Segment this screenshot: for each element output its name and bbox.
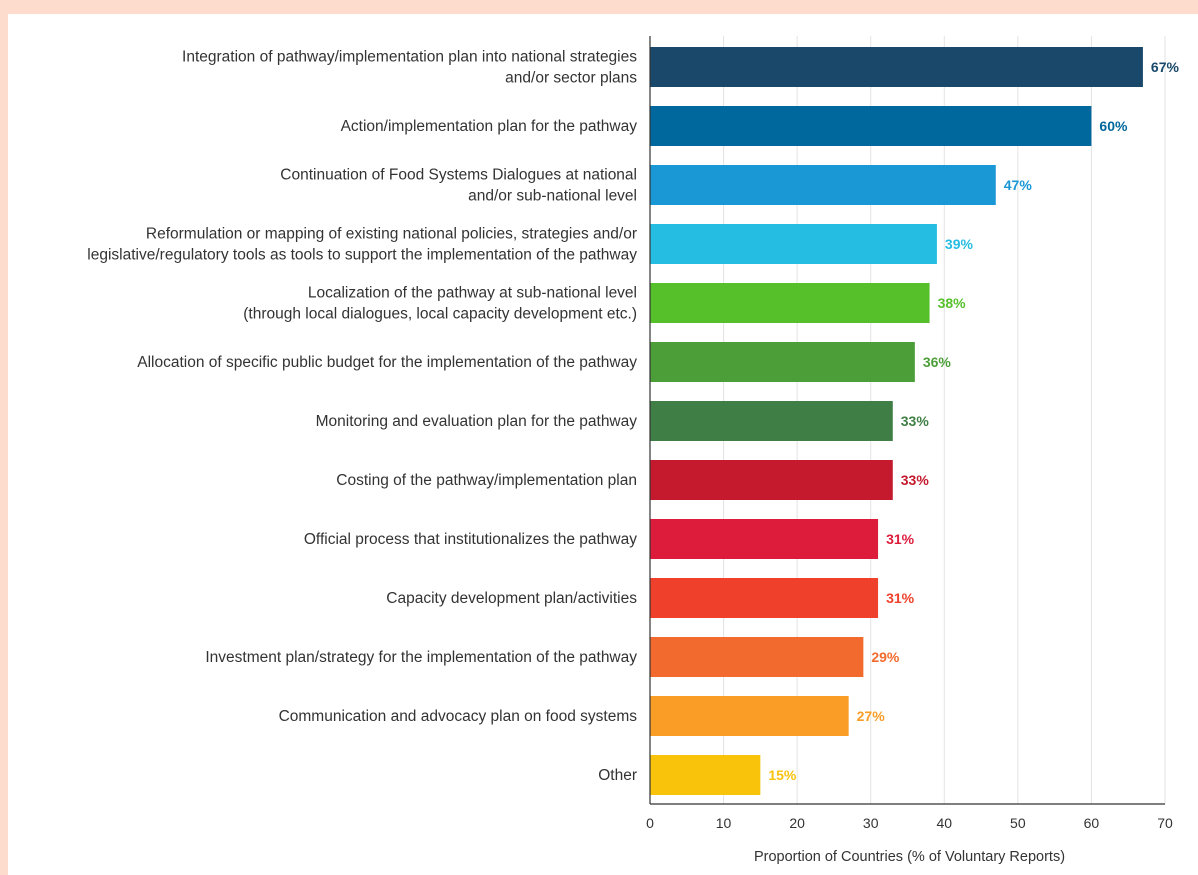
x-tick-label: 50 — [1010, 815, 1026, 831]
category-label: Capacity development plan/activities — [386, 590, 637, 607]
category-label-line: Investment plan/strategy for the impleme… — [205, 649, 637, 666]
chart-panel: Integration of pathway/implementation pl… — [8, 14, 1198, 875]
category-label: Official process that institutionalizes … — [304, 531, 637, 548]
category-label: Allocation of specific public budget for… — [137, 354, 637, 371]
bar — [650, 578, 879, 618]
value-label: 33% — [901, 413, 930, 429]
category-label: Continuation of Food Systems Dialogues a… — [280, 167, 637, 205]
x-tick-label: 20 — [789, 815, 805, 831]
value-label: 39% — [945, 236, 974, 252]
category-labels: Integration of pathway/implementation pl… — [87, 49, 637, 785]
x-tick-label: 40 — [936, 815, 952, 831]
value-label: 31% — [886, 590, 915, 606]
category-label-line: legislative/regulatory tools as tools to… — [87, 247, 637, 264]
bar — [650, 342, 915, 382]
bars — [650, 47, 1143, 795]
bar — [650, 519, 879, 559]
bar — [650, 696, 849, 736]
x-tick-label: 70 — [1157, 815, 1173, 831]
bar — [650, 755, 761, 795]
category-label-line: Continuation of Food Systems Dialogues a… — [280, 167, 637, 184]
category-label: Communication and advocacy plan on food … — [279, 708, 638, 725]
category-label: Integration of pathway/implementation pl… — [182, 49, 637, 87]
axes: 0 10 20 30 40 50 60 70 — [646, 36, 1173, 831]
category-label: Localization of the pathway at sub-natio… — [243, 285, 637, 323]
bar — [650, 165, 996, 205]
category-label-line: and/or sector plans — [505, 70, 637, 87]
category-label-line: Integration of pathway/implementation pl… — [182, 49, 637, 66]
value-label: 33% — [901, 472, 930, 488]
bar-chart: Integration of pathway/implementation pl… — [87, 36, 1179, 865]
category-label-line: Allocation of specific public budget for… — [137, 354, 637, 371]
x-tick-label: 30 — [863, 815, 879, 831]
value-label: 27% — [857, 708, 886, 724]
value-label: 31% — [886, 531, 915, 547]
category-label-line: Capacity development plan/activities — [386, 590, 637, 607]
x-tick-label: 60 — [1084, 815, 1100, 831]
bar — [650, 460, 893, 500]
category-label-line: Reformulation or mapping of existing nat… — [146, 226, 637, 243]
category-label-line: Other — [598, 767, 637, 784]
value-label: 29% — [871, 649, 900, 665]
category-label: Investment plan/strategy for the impleme… — [205, 649, 637, 666]
category-label-line: (through local dialogues, local capacity… — [243, 306, 637, 323]
category-label-line: and/or sub-national level — [468, 188, 637, 205]
value-label: 38% — [938, 295, 967, 311]
category-label-line: Official process that institutionalizes … — [304, 531, 637, 548]
bar — [650, 637, 864, 677]
category-label-line: Localization of the pathway at sub-natio… — [308, 285, 637, 302]
category-label-line: Action/implementation plan for the pathw… — [341, 118, 638, 135]
x-axis-title: Proportion of Countries (% of Voluntary … — [754, 849, 1065, 865]
x-tick-label: 0 — [646, 815, 654, 831]
category-label: Reformulation or mapping of existing nat… — [87, 226, 637, 264]
bar — [650, 401, 893, 441]
value-label: 47% — [1004, 177, 1033, 193]
category-label: Action/implementation plan for the pathw… — [341, 118, 638, 135]
value-label: 60% — [1099, 118, 1128, 134]
bar — [650, 47, 1143, 87]
bar — [650, 283, 930, 323]
category-label: Monitoring and evaluation plan for the p… — [316, 413, 638, 430]
bar — [650, 106, 1092, 146]
category-label-line: Costing of the pathway/implementation pl… — [336, 472, 637, 489]
value-labels: 67% 60% 47% 39% 38% 36% 33% 33% 31% 31% 29% 27% 15% — [768, 59, 1179, 783]
bar — [650, 224, 937, 264]
category-label-line: Monitoring and evaluation plan for the p… — [316, 413, 638, 430]
value-label: 15% — [768, 767, 797, 783]
value-label: 67% — [1151, 59, 1180, 75]
value-label: 36% — [923, 354, 952, 370]
category-label: Other — [598, 767, 637, 784]
x-tick-label: 10 — [716, 815, 732, 831]
category-label: Costing of the pathway/implementation pl… — [336, 472, 637, 489]
category-label-line: Communication and advocacy plan on food … — [279, 708, 638, 725]
